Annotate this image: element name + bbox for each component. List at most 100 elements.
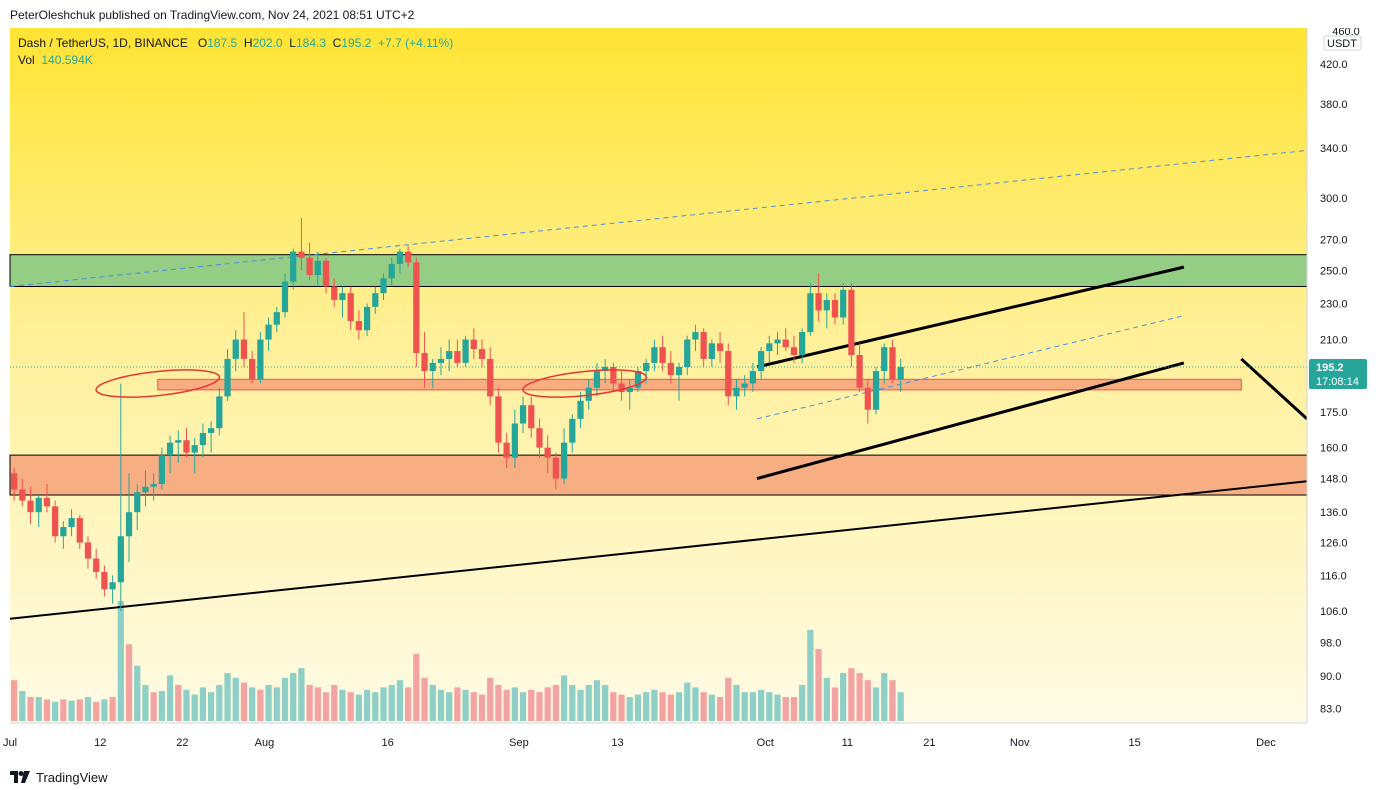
volume-bar <box>560 675 568 721</box>
candle-body <box>216 396 223 429</box>
volume-bar <box>643 692 650 721</box>
candle-body <box>405 251 412 263</box>
ohlc-row: Dash / TetherUS, 1D, BINANCE O187.5 H202… <box>18 35 453 52</box>
volume-bar <box>60 699 67 721</box>
y-tick-label: 148.0 <box>1320 474 1348 486</box>
candle-body <box>454 351 461 363</box>
chart-area[interactable]: 83.0 90.0 98.0 106.0 116.0 126.0 136.0 148.0 160… <box>0 26 1386 758</box>
projection-line <box>1240 357 1309 420</box>
candle-body <box>872 371 880 410</box>
x-tick-label: 16 <box>381 737 393 749</box>
candle-body <box>725 351 732 397</box>
volume-bar <box>322 692 330 721</box>
candle-body <box>667 362 674 376</box>
volume-bar <box>848 668 855 721</box>
y-tick-label: 175.0 <box>1320 407 1348 419</box>
resistance-zone <box>9 254 1308 287</box>
candle-body <box>528 405 535 429</box>
price-chart[interactable]: 83.0 90.0 98.0 106.0 116.0 126.0 136.0 148.0 160… <box>0 26 1386 758</box>
high-label: H <box>243 36 253 50</box>
volume-bar <box>413 653 420 721</box>
volume-bar <box>298 668 305 721</box>
candle-body <box>232 339 239 359</box>
candle-body <box>741 383 748 388</box>
channel-top <box>756 265 1185 369</box>
currency-badge[interactable] <box>1323 35 1362 51</box>
x-tick-label: 11 <box>842 737 853 749</box>
volume-bar <box>273 687 280 721</box>
volume-bar <box>191 694 198 721</box>
x-tick-label: Oct <box>757 737 774 749</box>
volume-bar <box>454 687 461 721</box>
candle-body <box>413 262 420 354</box>
y-tick-label: 116.0 <box>1320 570 1347 582</box>
volume-bar <box>897 692 904 721</box>
volume-bar <box>437 689 445 721</box>
x-tick-label: Dec <box>1256 737 1276 749</box>
volume-bar <box>134 665 141 721</box>
x-tick-label: Aug <box>255 737 275 749</box>
candle-body <box>823 299 830 311</box>
volume-bar <box>585 685 592 721</box>
volume-bar <box>35 697 42 721</box>
candle-body <box>487 358 494 397</box>
volume-bar <box>856 673 863 721</box>
volume-bar <box>314 687 321 721</box>
volume-bar <box>470 692 477 721</box>
volume-bar <box>823 677 830 721</box>
candle-body <box>446 351 453 359</box>
volume-bar <box>831 687 839 721</box>
volume-bar <box>840 673 847 721</box>
price-axis-bg[interactable] <box>1307 28 1386 758</box>
volume-bar <box>519 692 527 721</box>
candle-body <box>757 351 765 372</box>
chart-legend: Dash / TetherUS, 1D, BINANCE O187.5 H202… <box>18 35 453 69</box>
candle-body <box>298 251 305 258</box>
candle-body <box>544 447 551 458</box>
volume-bar <box>577 689 584 721</box>
candle-body <box>125 512 133 537</box>
candle-body <box>84 542 92 559</box>
time-axis-bg[interactable] <box>10 723 1307 758</box>
volume-bar <box>109 697 116 721</box>
volume-bar <box>757 689 765 721</box>
volume-bar <box>158 691 165 721</box>
current-price-label: 195.2 <box>1316 362 1344 374</box>
candle-body <box>134 492 141 513</box>
x-tick-label: 15 <box>1128 737 1140 749</box>
volume-bar <box>52 701 59 721</box>
volume-bar <box>815 649 822 721</box>
volume-bar <box>207 692 215 721</box>
volume-bar <box>462 689 469 721</box>
candle-body <box>519 405 527 424</box>
volume-bar <box>478 694 486 721</box>
y-tick-label: 210.0 <box>1320 335 1348 347</box>
volume-bar <box>749 692 757 721</box>
volume-bar <box>766 692 773 721</box>
current-price-tag: 195.2 17:08:14 <box>1309 358 1367 389</box>
candle-body <box>183 440 190 453</box>
volume-bar <box>569 685 576 721</box>
candle-body <box>60 527 67 537</box>
candle-body <box>347 293 354 322</box>
volume-bar <box>249 687 256 721</box>
candle-body <box>651 347 658 363</box>
candle-body <box>363 306 371 331</box>
mid-zone <box>157 378 1242 391</box>
tradingview-logo-icon[interactable] <box>10 771 30 783</box>
candle-body <box>372 293 379 307</box>
candle-body <box>207 428 215 433</box>
footer-brand[interactable]: TradingView <box>36 769 108 785</box>
volume-bar <box>199 687 207 721</box>
candle-body <box>396 251 404 264</box>
candle-body <box>199 432 207 446</box>
y-tick-label: 270.0 <box>1320 235 1348 247</box>
candle-body <box>815 293 822 311</box>
candle-body <box>429 362 436 372</box>
volume-label[interactable]: Vol <box>18 53 35 67</box>
symbol-title[interactable]: Dash / TetherUS, 1D, BINANCE <box>18 36 188 50</box>
volume-bar <box>232 677 239 721</box>
candle-body <box>35 497 42 513</box>
candle-body <box>306 257 313 276</box>
volume-bar <box>396 680 404 721</box>
